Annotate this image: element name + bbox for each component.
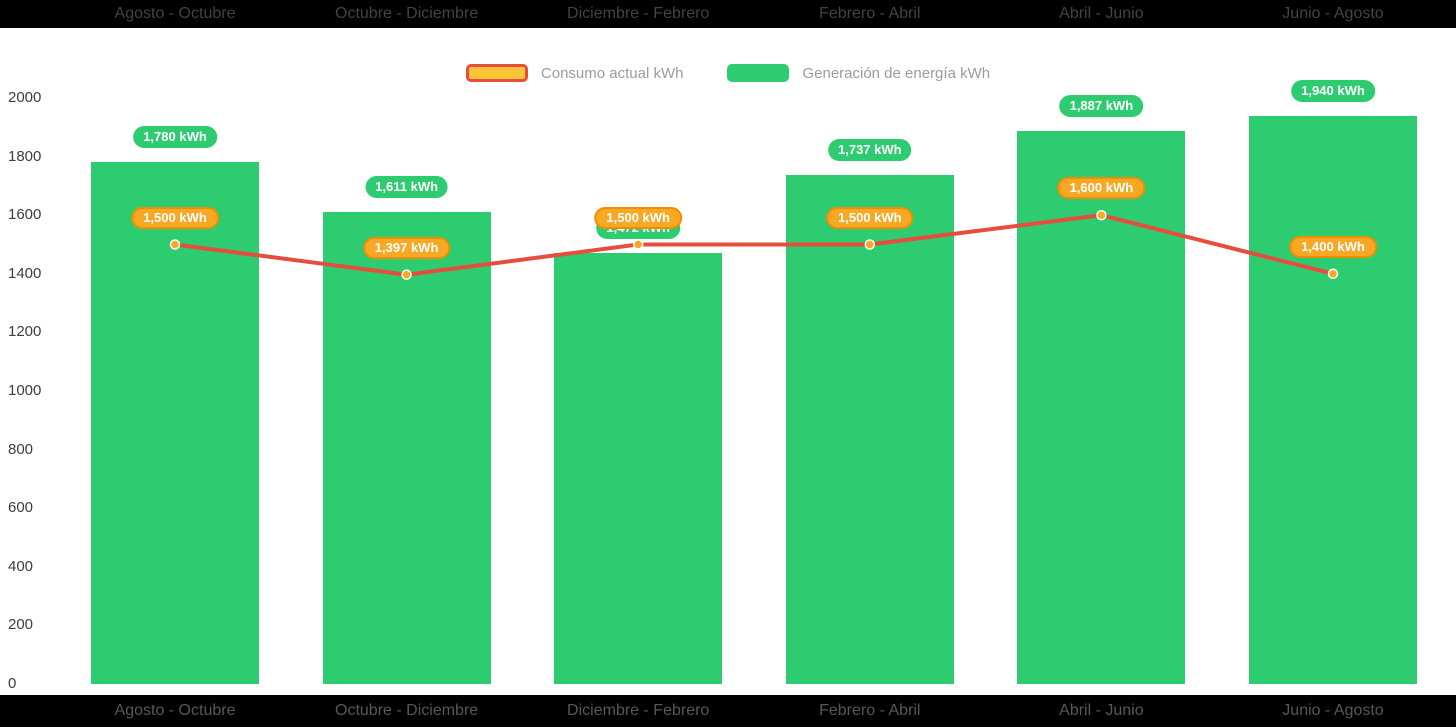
- y-axis-tick-label: 400: [8, 557, 34, 575]
- y-axis-tick-label: 600: [8, 499, 34, 517]
- generation-value-label: 1,737 kWh: [828, 139, 912, 162]
- y-axis-tick-label: 200: [8, 616, 34, 634]
- chart-panel: Consumo actual kWh Generación de energía…: [0, 28, 1456, 695]
- x-axis-category-label: Octubre - Diciembre: [335, 5, 479, 22]
- x-axis-category-label: Diciembre - Febrero: [567, 5, 710, 22]
- generacion-legend-swatch: [727, 64, 790, 82]
- y-axis-tick-label: 1600: [8, 206, 42, 224]
- y-axis-tick-label: 1000: [8, 382, 42, 399]
- generation-value-label: 1,940 kWh: [1291, 79, 1375, 102]
- x-axis-category-label: Febrero - Abril: [819, 5, 921, 22]
- y-axis-tick-label: 1200: [8, 323, 42, 341]
- x-axis-category-label: Abril - Junio: [1059, 702, 1144, 719]
- consumption-point-marker: [632, 239, 644, 250]
- y-axis-tick-label: 1400: [8, 264, 42, 282]
- x-axis-category-label: Agosto - Octubre: [114, 5, 236, 22]
- legend-label-consumo: Consumo actual kWh: [540, 64, 684, 82]
- consumption-value-label: 1,500 kWh: [594, 206, 682, 229]
- generation-bar: [322, 211, 491, 684]
- y-axis-tick-label: 1800: [8, 147, 42, 165]
- consumption-value-label: 1,500 kWh: [131, 206, 219, 229]
- top-strip: Agosto - Octubre Octubre - Diciembre Dicie…: [0, 0, 1456, 28]
- generation-value-label: 1,887 kWh: [1059, 95, 1144, 118]
- x-axis-category-label: Junio - Agosto: [1282, 702, 1384, 719]
- consumption-value-label: 1,397 kWh: [362, 236, 451, 259]
- generation-bar: [91, 162, 259, 684]
- generation-bar: [1249, 115, 1417, 684]
- generation-bar: [785, 175, 954, 684]
- consumption-value-label: 1,400 kWh: [1289, 235, 1377, 258]
- y-axis-tick-label: 2000: [8, 89, 42, 106]
- x-axis-category-label: Abril - Junio: [1059, 5, 1144, 22]
- consumo-legend-swatch: [465, 64, 528, 82]
- generation-bar: [554, 252, 723, 684]
- x-axis-category-label: Junio - Agosto: [1282, 5, 1384, 22]
- legend-item-generacion[interactable]: Generación de energía kWh: [727, 64, 990, 82]
- y-axis-tick-label: 800: [8, 440, 34, 458]
- x-axis-category-label: Diciembre - Febrero: [567, 702, 710, 719]
- x-axis-category-label: Octubre - Diciembre: [335, 702, 479, 719]
- bottom-strip: Agosto - Octubre Octubre - Diciembre Dicie…: [0, 695, 1456, 727]
- legend-item-consumo[interactable]: Consumo actual kWh: [465, 64, 684, 82]
- chart-legend: Consumo actual kWh Generación de energía…: [0, 64, 1456, 82]
- legend-label-generacion: Generación de energía kWh: [802, 64, 991, 82]
- consumption-value-label: 1,500 kWh: [826, 206, 914, 229]
- x-axis-category-label: Agosto - Octubre: [114, 702, 236, 719]
- generation-value-label: 1,611 kWh: [365, 175, 449, 198]
- consumption-value-label: 1,600 kWh: [1057, 177, 1146, 200]
- generation-bar: [1017, 131, 1186, 684]
- x-axis-category-label: Febrero - Abril: [819, 702, 921, 719]
- y-axis-tick-label: 0: [8, 675, 17, 692]
- generation-value-label: 1,780 kWh: [133, 126, 217, 149]
